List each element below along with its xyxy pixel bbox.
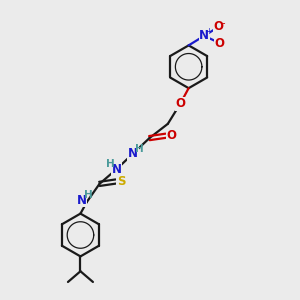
Text: S: S: [117, 175, 125, 188]
Text: H: H: [84, 190, 93, 200]
Text: H: H: [135, 143, 144, 154]
Text: -: -: [222, 18, 226, 28]
Text: N: N: [112, 163, 122, 176]
Text: O: O: [214, 37, 224, 50]
Text: O: O: [175, 97, 185, 110]
Text: N: N: [76, 194, 87, 207]
Text: O: O: [166, 129, 176, 142]
Text: N: N: [128, 147, 138, 160]
Text: N: N: [199, 29, 209, 42]
Text: +: +: [205, 27, 212, 36]
Text: H: H: [106, 159, 115, 169]
Text: O: O: [213, 20, 224, 33]
